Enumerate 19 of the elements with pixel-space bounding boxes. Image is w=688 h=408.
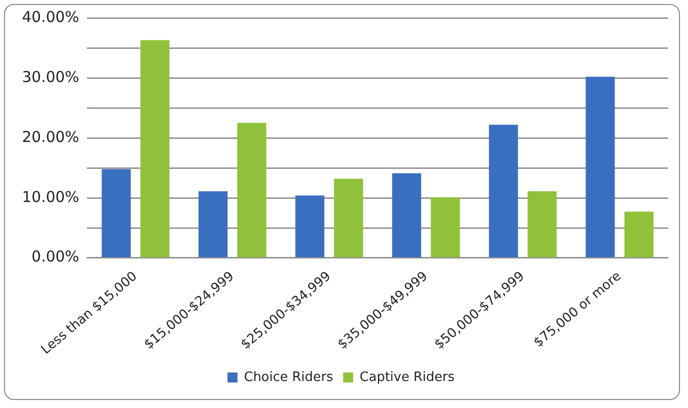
bar bbox=[430, 197, 460, 258]
y-tick-label: 40.00% bbox=[22, 8, 80, 26]
bar bbox=[624, 212, 654, 258]
legend-label: Choice Riders bbox=[244, 370, 334, 385]
y-tick-label: 0.00% bbox=[32, 248, 80, 266]
bar bbox=[488, 124, 518, 258]
y-tick-label: 20.00% bbox=[22, 128, 80, 146]
bar bbox=[237, 122, 266, 258]
bar bbox=[334, 178, 364, 258]
legend-label: Captive Riders bbox=[360, 370, 455, 385]
bar bbox=[586, 76, 615, 258]
bar bbox=[295, 195, 324, 258]
bar bbox=[528, 191, 557, 258]
y-tick-label: 10.00% bbox=[22, 188, 80, 206]
y-tick-label: 30.00% bbox=[22, 68, 80, 86]
bar bbox=[140, 40, 170, 258]
bar bbox=[392, 173, 422, 258]
bar bbox=[198, 191, 228, 258]
bar bbox=[102, 169, 131, 258]
